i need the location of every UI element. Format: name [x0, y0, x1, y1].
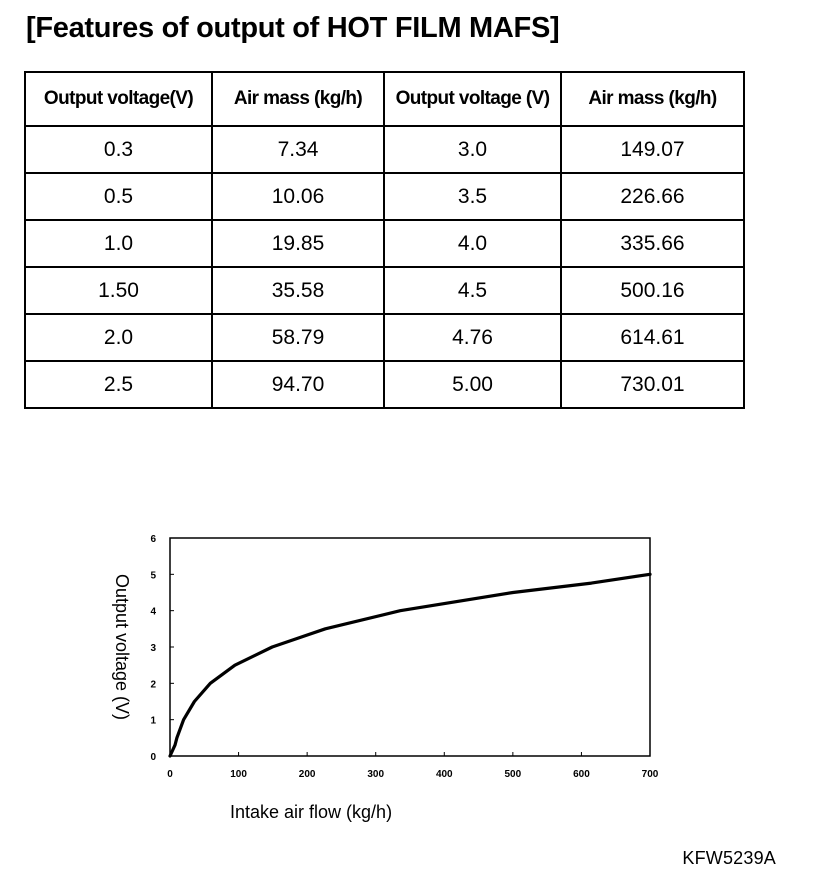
- table-row: 1.50 35.58 4.5 500.16: [24, 266, 745, 315]
- table-cell: 149.07: [560, 125, 745, 174]
- table-row: 2.0 58.79 4.76 614.61: [24, 313, 745, 362]
- table-cell: 226.66: [560, 172, 745, 221]
- table-cell: 0.3: [24, 125, 213, 174]
- table-row: 1.0 19.85 4.0 335.66: [24, 219, 745, 268]
- header-output-voltage-2: Output voltage (V): [383, 71, 562, 127]
- table-cell: 335.66: [560, 219, 745, 268]
- table-cell: 94.70: [211, 360, 385, 409]
- y-tick-label: 0: [150, 752, 156, 763]
- table-cell: 614.61: [560, 313, 745, 362]
- chart-svg: 0 100 200 300 400 500 600 700 0 1 2 3 4 5 6 Intake ai…: [112, 534, 659, 822]
- y-tick-label: 3: [150, 643, 156, 654]
- x-axis-label: Intake air flow (kg/h): [230, 802, 392, 822]
- x-tick-label: 700: [642, 769, 659, 780]
- series-line: [168, 572, 652, 758]
- table-cell: 1.0: [24, 219, 213, 268]
- x-tick-label: 600: [573, 769, 590, 780]
- table-cell: 4.5: [383, 266, 562, 315]
- mafs-output-table: Output voltage(V) Air mass (kg/h) Output…: [24, 71, 745, 409]
- x-tick-label: 200: [299, 769, 316, 780]
- table-cell: 500.16: [560, 266, 745, 315]
- y-tick-label: 5: [150, 570, 156, 581]
- y-tick-label: 1: [150, 716, 156, 727]
- table-header-row: Output voltage(V) Air mass (kg/h) Output…: [24, 71, 745, 127]
- table-cell: 4.0: [383, 219, 562, 268]
- header-air-mass-2: Air mass (kg/h): [560, 71, 745, 127]
- table-cell: 7.34: [211, 125, 385, 174]
- table-cell: 0.5: [24, 172, 213, 221]
- header-output-voltage-1: Output voltage(V): [24, 71, 213, 127]
- table-row: 0.3 7.34 3.0 149.07: [24, 125, 745, 174]
- y-tick-label: 4: [150, 607, 156, 618]
- header-air-mass-1: Air mass (kg/h): [211, 71, 385, 127]
- table-row: 0.5 10.06 3.5 226.66: [24, 172, 745, 221]
- x-tick-label: 400: [436, 769, 453, 780]
- page-title: [Features of output of HOT FILM MAFS]: [26, 12, 560, 44]
- table-cell: 3.5: [383, 172, 562, 221]
- x-tick-label: 500: [505, 769, 522, 780]
- y-tick-label: 6: [150, 534, 156, 545]
- voltage-vs-airflow-chart: 0 100 200 300 400 500 600 700 0 1 2 3 4 5 6 Intake ai…: [0, 520, 816, 850]
- x-tick-label: 300: [367, 769, 384, 780]
- table-cell: 19.85: [211, 219, 385, 268]
- figure-code: KFW5239A: [682, 848, 776, 868]
- table-cell: 1.50: [24, 266, 213, 315]
- plot-frame: [169, 537, 651, 757]
- x-tick-label: 0: [167, 769, 173, 780]
- y-axis-label: Output voltage (V): [112, 574, 132, 720]
- table-cell: 4.76: [383, 313, 562, 362]
- table-cell: 2.5: [24, 360, 213, 409]
- table-cell: 2.0: [24, 313, 213, 362]
- table-cell: 10.06: [211, 172, 385, 221]
- table-cell: 58.79: [211, 313, 385, 362]
- table-row: 2.5 94.70 5.00 730.01: [24, 360, 745, 409]
- table-cell: 5.00: [383, 360, 562, 409]
- y-tick-label: 2: [150, 679, 156, 690]
- table-cell: 35.58: [211, 266, 385, 315]
- table-cell: 730.01: [560, 360, 745, 409]
- table-cell: 3.0: [383, 125, 562, 174]
- x-tick-label: 100: [230, 769, 247, 780]
